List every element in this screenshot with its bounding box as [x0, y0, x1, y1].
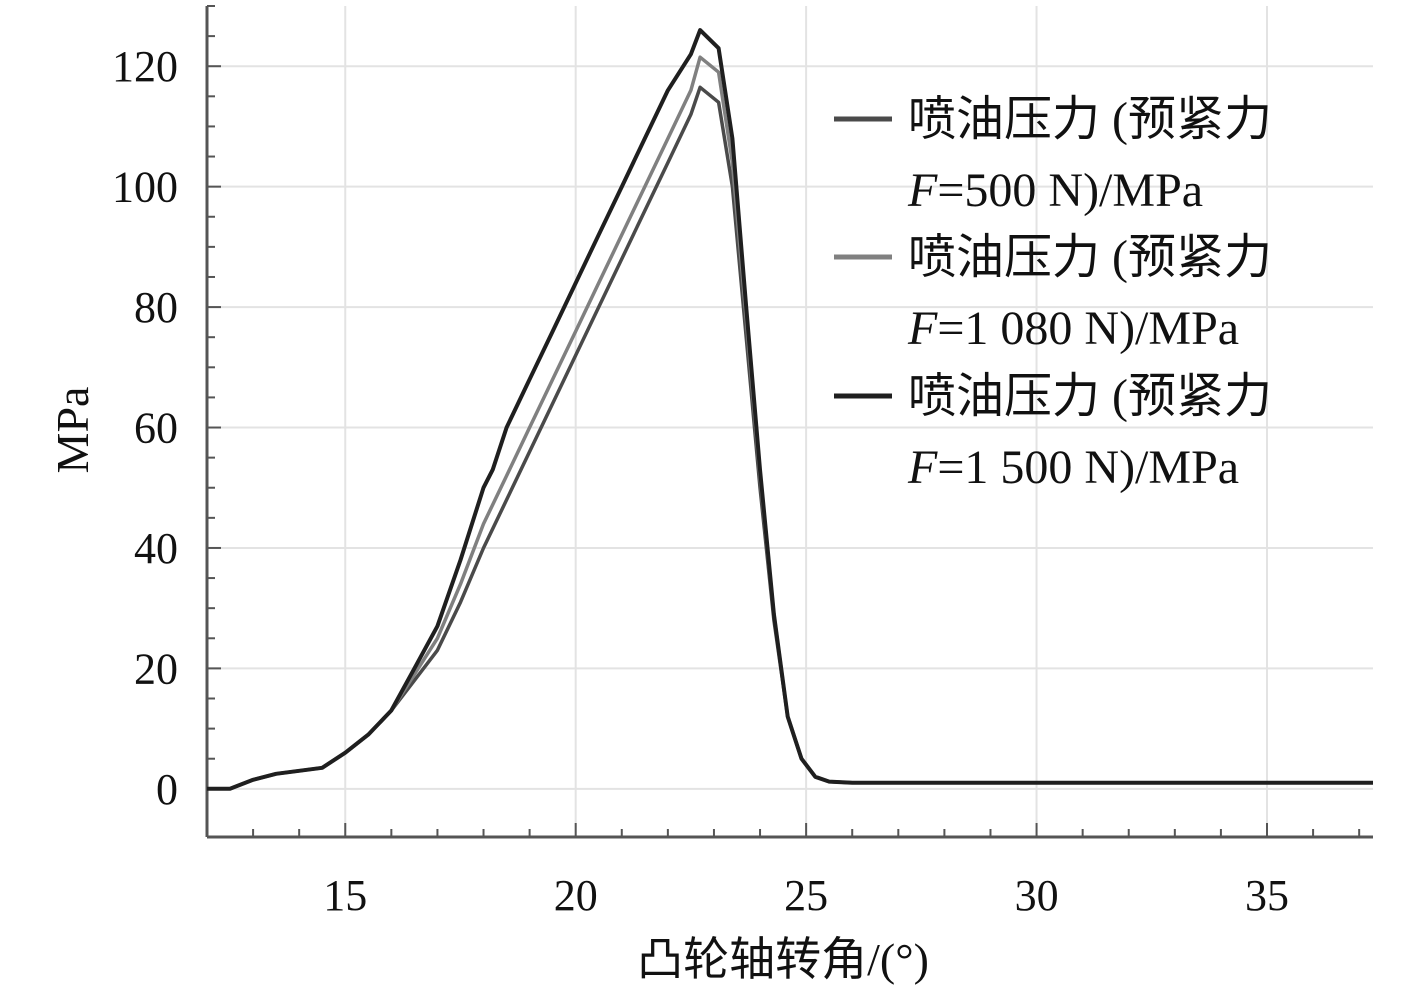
x-tick-label: 35 [1245, 871, 1289, 920]
y-tick-label: 60 [134, 404, 178, 453]
legend-variable: F [907, 164, 938, 217]
legend-label: F=1 500 N)/MPa [907, 441, 1239, 494]
series-line [207, 28, 1373, 791]
legend-label: 喷油压力 (预紧力 [908, 231, 1272, 284]
legend-label: 喷油压力 (预紧力 [908, 93, 1272, 146]
series-group [207, 28, 1373, 791]
x-tick-label: 30 [1015, 871, 1059, 920]
legend-variable: F [907, 441, 938, 494]
y-tick-label: 100 [112, 163, 178, 212]
legend-variable: F [907, 302, 938, 355]
y-tick-label: 80 [134, 283, 178, 332]
y-tick-label: 120 [112, 42, 178, 91]
y-tick-label: 20 [134, 644, 178, 693]
legend-value: =1 080 N)/MPa [937, 302, 1239, 355]
axes: 15 20 25 30 35 0 20 40 60 80 100 120 [112, 5, 1373, 920]
x-axis-title: 凸轮轴转角/(°) [637, 934, 929, 985]
legend-value: =1 500 N)/MPa [937, 441, 1239, 494]
legend-value: =500 N)/MPa [937, 164, 1203, 217]
legend-label: 喷油压力 (预紧力 [908, 370, 1272, 423]
grid [207, 6, 1373, 837]
x-tick-label: 15 [323, 871, 367, 920]
legend-label: F=500 N)/MPa [907, 164, 1203, 217]
y-tick-label: 40 [134, 524, 178, 573]
y-axis-title: MPa [47, 387, 98, 474]
x-tick-label: 20 [554, 871, 598, 920]
y-tick-label: 0 [156, 765, 178, 814]
legend-label: F=1 080 N)/MPa [907, 302, 1239, 355]
x-tick-label: 25 [784, 871, 828, 920]
